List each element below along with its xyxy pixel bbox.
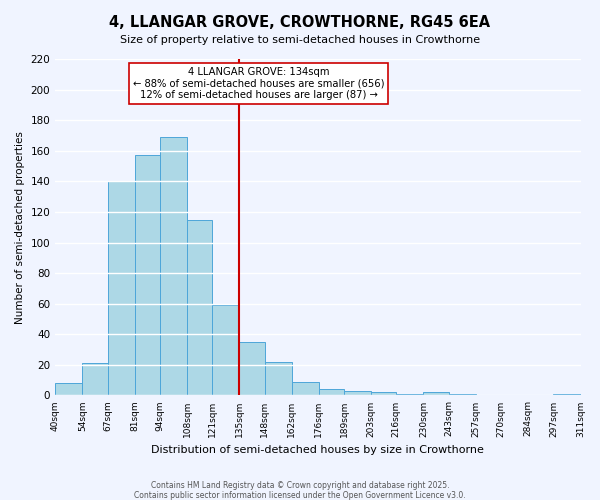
Bar [344,391,371,396]
Bar [397,394,424,396]
Text: 4, LLANGAR GROVE, CROWTHORNE, RG45 6EA: 4, LLANGAR GROVE, CROWTHORNE, RG45 6EA [109,15,491,30]
Bar [55,383,82,396]
Bar [265,362,292,396]
Bar [187,220,212,396]
Bar [82,364,107,396]
Bar [553,394,581,396]
Bar [371,392,397,396]
Bar [239,342,265,396]
Text: 4 LLANGAR GROVE: 134sqm
← 88% of semi-detached houses are smaller (656)
12% of s: 4 LLANGAR GROVE: 134sqm ← 88% of semi-de… [133,66,385,100]
Bar [160,137,187,396]
Bar [212,305,239,396]
Text: Size of property relative to semi-detached houses in Crowthorne: Size of property relative to semi-detach… [120,35,480,45]
Bar [449,394,476,396]
Text: Contains HM Land Registry data © Crown copyright and database right 2025.: Contains HM Land Registry data © Crown c… [151,481,449,490]
Bar [319,390,344,396]
Bar [107,182,134,396]
Y-axis label: Number of semi-detached properties: Number of semi-detached properties [15,131,25,324]
X-axis label: Distribution of semi-detached houses by size in Crowthorne: Distribution of semi-detached houses by … [151,445,484,455]
Bar [292,382,319,396]
Text: Contains public sector information licensed under the Open Government Licence v3: Contains public sector information licen… [134,491,466,500]
Bar [424,392,449,396]
Bar [134,156,160,396]
